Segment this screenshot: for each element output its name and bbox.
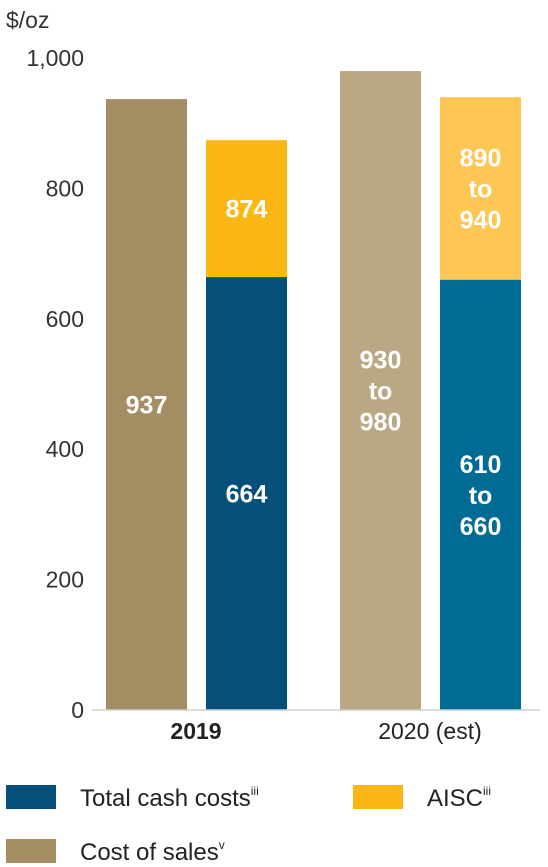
bar-data-label: 890 xyxy=(460,144,502,172)
y-axis-ticks: 0 200 400 600 800 1,000 xyxy=(26,45,84,723)
bar-data-label: 610 xyxy=(460,451,502,479)
legend-label: AISCiii xyxy=(427,784,491,812)
y-tick-label: 800 xyxy=(46,175,84,201)
legend-label: Cost of salesv xyxy=(80,838,225,866)
bar-segment xyxy=(440,97,521,280)
bar-data-label: 930 xyxy=(360,347,402,375)
legend-footnote-marker: iii xyxy=(251,784,259,798)
legend-swatch xyxy=(6,785,56,809)
bars xyxy=(106,71,521,711)
bar-data-label: to xyxy=(469,175,493,203)
legend-footnote-marker: iii xyxy=(483,784,491,798)
bar-data-label: to xyxy=(369,378,393,406)
bar-labels: 937 664 874 930 to 980 610 to 660 890 to 940 xyxy=(126,144,502,540)
y-tick-label: 400 xyxy=(46,436,84,462)
legend-swatch xyxy=(353,785,403,809)
bar-data-label: 980 xyxy=(360,409,402,437)
category-label: 2019 xyxy=(170,718,221,744)
legend-footnote-marker: v xyxy=(219,838,225,852)
bar-data-label: 660 xyxy=(460,513,502,541)
y-axis-unit-label: $/oz xyxy=(6,7,49,33)
bar-segment xyxy=(206,140,287,278)
bar-segment xyxy=(340,71,421,711)
bar-segment xyxy=(440,279,521,710)
legend: Total cash costsiii AISCiii Cost of salesv xyxy=(6,784,491,866)
bar-data-label: 664 xyxy=(226,481,268,509)
bar-data-label: 874 xyxy=(226,196,268,224)
legend-swatch xyxy=(6,839,56,863)
y-tick-label: 1,000 xyxy=(26,45,84,71)
legend-label: Total cash costsiii xyxy=(80,784,259,812)
x-axis-category-labels: 2019 2020 (est) xyxy=(170,718,481,744)
bar-data-label: to xyxy=(469,482,493,510)
category-label: 2020 (est) xyxy=(378,718,482,744)
bar-data-label: 940 xyxy=(460,206,502,234)
bar-segment xyxy=(106,99,187,711)
y-tick-label: 600 xyxy=(46,306,84,332)
y-tick-label: 0 xyxy=(71,697,84,723)
bar-data-label: 937 xyxy=(126,392,168,420)
y-tick-label: 200 xyxy=(46,567,84,593)
bar-segment xyxy=(206,277,287,710)
